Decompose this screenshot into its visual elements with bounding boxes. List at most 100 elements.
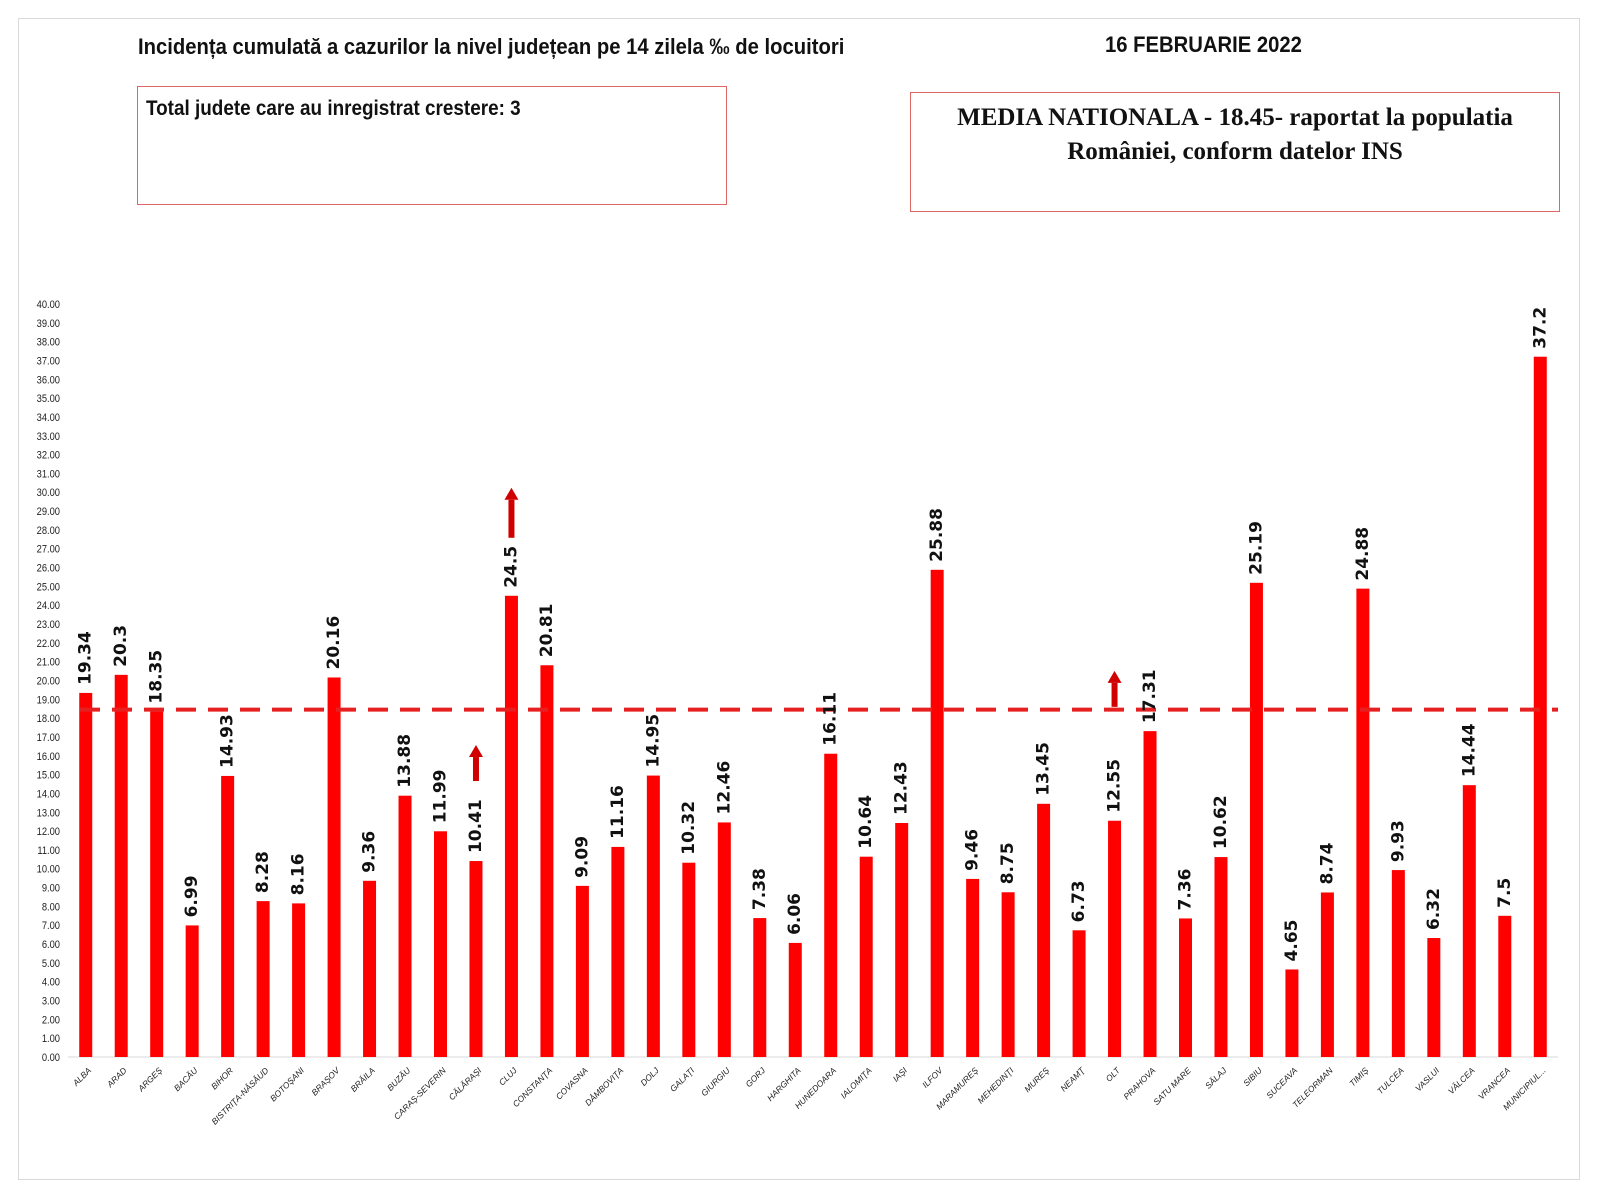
bar-mehedinţi [1002,892,1015,1057]
x-tick-label: CĂLĂRAŞI [447,1065,484,1102]
x-tick-label: ARAD [104,1065,128,1089]
bar-suceava [1285,969,1298,1057]
bar-argeş [150,712,163,1057]
data-label: 14.95 [643,714,663,768]
x-tick-label: IALOMIŢA [838,1065,873,1100]
bar-buzău [399,796,412,1057]
data-label: 19.34 [76,631,96,685]
x-tick-label: OLT [1104,1065,1123,1084]
x-tick-label: IAŞI [891,1065,910,1084]
bar-harghita [789,943,802,1057]
bar-neamţ [1073,930,1086,1057]
x-tick-label: VÂLCEA [1446,1065,1477,1096]
y-tick-label: 39.00 [37,318,61,330]
y-tick-label: 29.00 [37,506,61,518]
data-label: 6.73 [1069,880,1089,922]
y-tick-label: 20.00 [37,676,61,688]
data-label: 10.41 [466,799,486,853]
bar-prahova [1144,731,1157,1057]
increase-arrow-cluj [504,488,518,538]
y-tick-label: 3.00 [42,996,60,1008]
x-tick-label: GIURGIU [699,1065,732,1098]
bar-vaslui [1427,938,1440,1057]
bar-maramureş [966,879,979,1057]
bar-timiş [1356,589,1369,1057]
y-tick-label: 24.00 [37,601,61,613]
data-label: 24.5 [501,546,521,588]
increase-arrow-olt [1108,671,1122,707]
x-tick-label: NEAMŢ [1058,1065,1087,1094]
bar-călăraşi [469,861,482,1057]
x-tick-label: SIBIU [1241,1065,1264,1088]
data-label: 13.88 [395,734,415,788]
data-label: 6.32 [1424,888,1444,930]
bar-ilfov [931,570,944,1057]
data-label: 10.62 [1211,795,1231,849]
y-tick-label: 36.00 [37,375,61,387]
data-label: 8.75 [998,842,1018,884]
x-tick-label: HARGHITA [765,1065,803,1103]
bar-bistriţa-năsăud [257,901,270,1057]
x-tick-label: TIMIŞ [1347,1065,1370,1088]
y-tick-label: 0.00 [42,1052,60,1064]
data-label: 37.2 [1530,307,1550,349]
data-label: 9.46 [963,829,983,871]
y-tick-label: 19.00 [37,695,61,707]
bar-brăila [363,881,376,1057]
data-label: 20.16 [324,616,344,670]
y-tick-label: 30.00 [37,488,61,500]
bar-teleorman [1321,892,1334,1057]
y-tick-label: 8.00 [42,902,60,914]
data-label: 12.43 [892,761,912,815]
bar-botoşani [292,903,305,1057]
x-tick-label: ARGEŞ [135,1065,164,1094]
data-label: 20.3 [111,625,131,667]
x-tick-label: BACĂU [172,1065,200,1093]
x-tick-label: VRANCEA [1476,1065,1512,1101]
arrow-head [1108,671,1122,683]
data-label: 8.16 [289,853,309,895]
bar-gorj [753,918,766,1057]
x-tick-label: ALBA [70,1065,93,1088]
y-tick-label: 23.00 [37,619,61,631]
data-label: 11.99 [431,770,451,824]
y-tick-label: 33.00 [37,431,61,443]
data-label: 6.06 [785,893,805,935]
x-tick-label: CLUJ [497,1065,520,1088]
y-tick-label: 35.00 [37,394,61,406]
y-tick-label: 4.00 [42,977,60,989]
bar-caraş-severin [434,831,447,1057]
y-tick-label: 37.00 [37,356,61,368]
x-tick-label: COVASNA [554,1065,590,1101]
y-tick-label: 2.00 [42,1015,60,1027]
bar-vrancea [1498,916,1511,1057]
bar-giurgiu [718,822,731,1057]
y-tick-label: 34.00 [37,412,61,424]
data-label: 12.46 [714,761,734,815]
y-tick-label: 25.00 [37,582,61,594]
bar-dâmboviţa [611,847,624,1057]
data-label: 7.38 [750,868,770,910]
y-tick-label: 31.00 [37,469,61,481]
y-tick-label: 32.00 [37,450,61,462]
x-tick-label: SATU MARE [1151,1065,1193,1107]
bar-hunedoara [824,754,837,1057]
arrow-head [469,745,483,757]
bar-iaşi [895,823,908,1057]
bar-alba [79,693,92,1057]
data-label: 24.88 [1353,527,1373,581]
increase-arrow-călăraşi [469,745,483,781]
data-label: 7.36 [1176,868,1196,910]
y-tick-label: 1.00 [42,1034,60,1046]
bar-constanţa [540,665,553,1057]
y-tick-label: 27.00 [37,544,61,556]
data-label: 11.16 [608,785,628,839]
y-tick-label: 15.00 [37,770,61,782]
data-label: 10.32 [679,801,699,855]
arrow-head [504,488,518,500]
bar-galaţi [682,863,695,1057]
bar-covasna [576,886,589,1057]
y-tick-label: 10.00 [37,864,61,876]
bar-ialomiţa [860,857,873,1057]
